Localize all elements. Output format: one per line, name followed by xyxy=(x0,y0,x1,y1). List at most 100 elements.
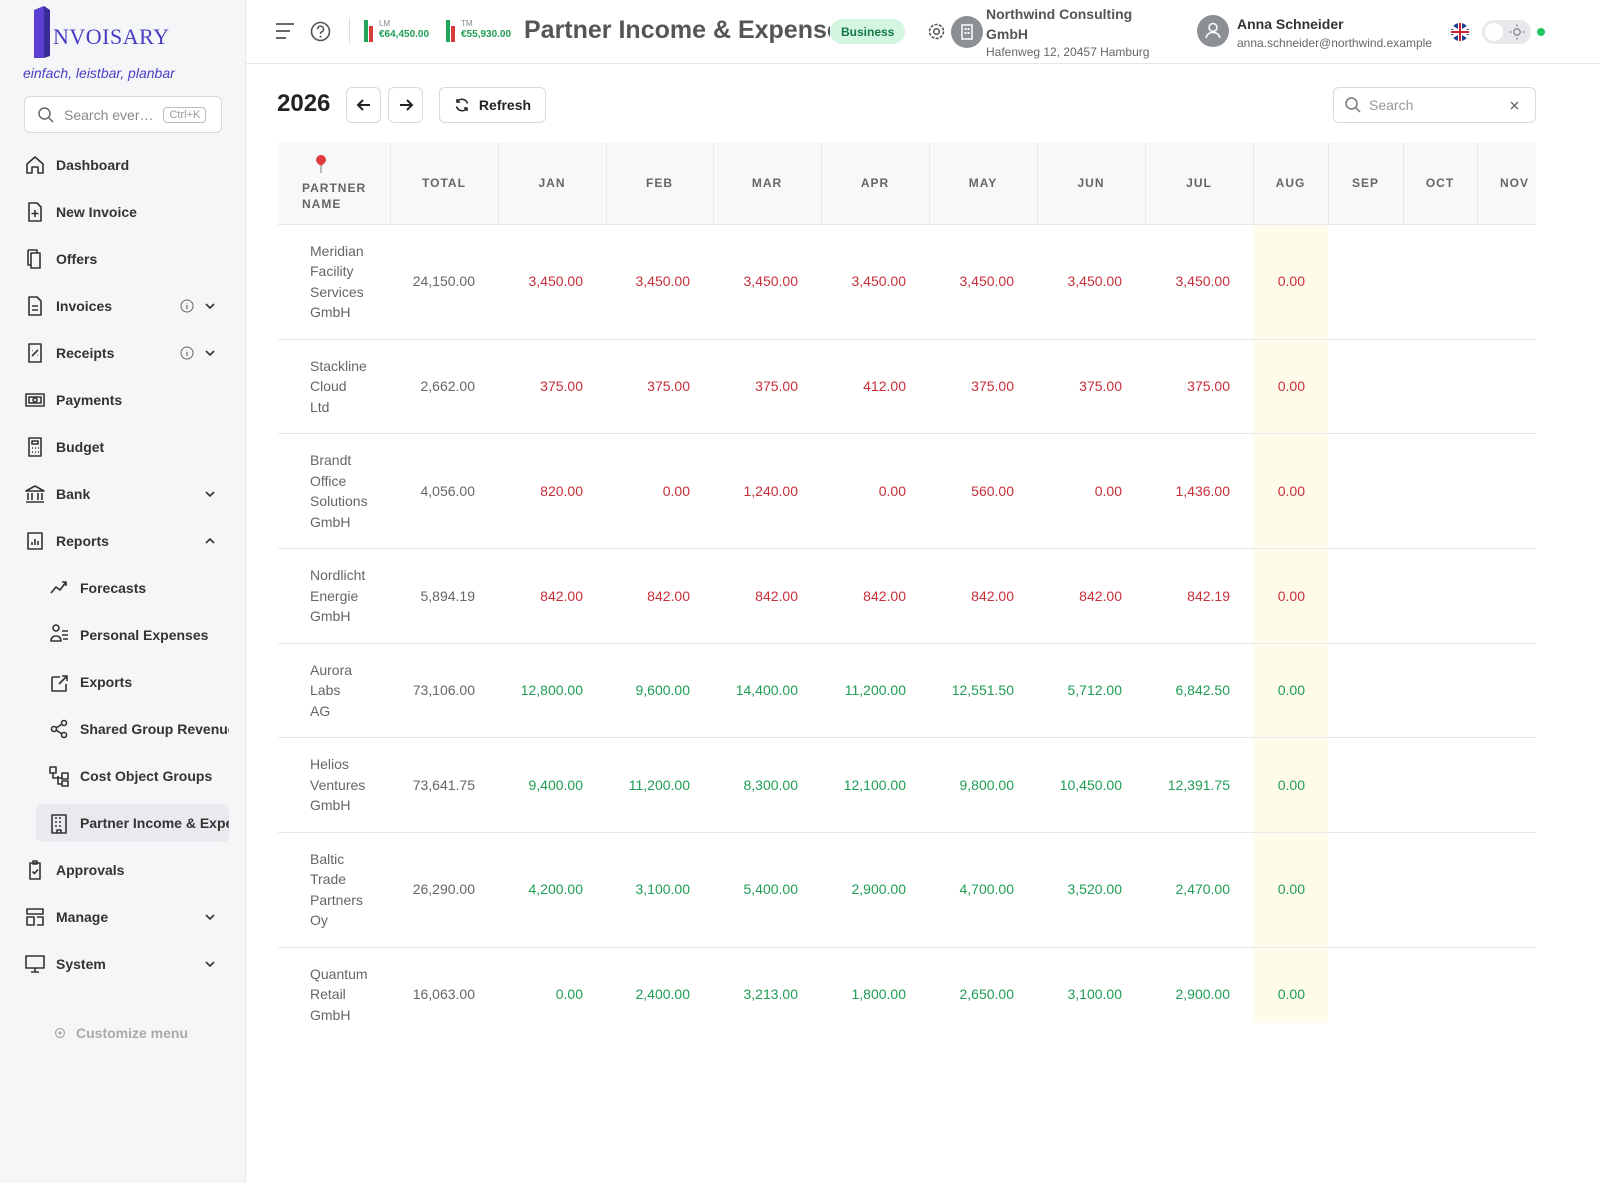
menu-icon xyxy=(25,485,45,503)
menu-label: Offers xyxy=(56,251,98,267)
bar-green xyxy=(364,20,368,42)
column-header[interactable]: MAR xyxy=(713,143,822,225)
month-cell xyxy=(1328,643,1403,738)
month-cell: 0.00 xyxy=(1253,339,1328,434)
menu-item[interactable]: Budget xyxy=(24,428,230,466)
refresh-button[interactable]: Refresh xyxy=(439,87,546,123)
menu-icon xyxy=(25,955,45,973)
table-search[interactable]: Search xyxy=(1333,87,1536,123)
month-cell: 3,450.00 xyxy=(606,224,713,340)
clear-icon[interactable] xyxy=(1510,101,1519,110)
status-dot xyxy=(1537,28,1545,36)
next-year[interactable] xyxy=(388,87,423,123)
menu-icon xyxy=(27,532,43,550)
icon-shape xyxy=(26,156,44,174)
menu-icon xyxy=(50,581,67,594)
table-row: Baltic Trade Partners Oy 26,290.00 4,200.0… xyxy=(278,832,1536,948)
month-cell: 11,200.00 xyxy=(821,643,929,738)
month-cell: 3,450.00 xyxy=(821,224,929,340)
column-header[interactable]: OCT xyxy=(1403,143,1478,225)
partner-table: PARTNER NAME TOTAL JAN FEB MAR APR MAY JUN JUL AU… xyxy=(278,143,1536,1023)
menu-item[interactable]: System xyxy=(24,945,230,983)
language-flag[interactable] xyxy=(1451,23,1469,41)
kpi-value: €64,450.00 xyxy=(379,29,430,40)
partner-name: Helios Ventures GmbH xyxy=(310,756,366,813)
month-cell: 1,240.00 xyxy=(713,433,821,549)
month-cell xyxy=(1328,832,1403,948)
month-cell: 4,200.00 xyxy=(498,832,606,948)
menu-item[interactable]: Offers xyxy=(24,240,230,278)
month-cell: 12,100.00 xyxy=(821,737,929,833)
submenu-item[interactable]: Cost Object Groups xyxy=(36,757,229,795)
month-cell: 3,100.00 xyxy=(606,832,713,948)
month-cell: 375.00 xyxy=(713,339,821,434)
table-row: Nordlicht Energie GmbH 5,894.19 842.00 842.… xyxy=(278,548,1536,644)
submenu-item[interactable]: Personal Expenses xyxy=(36,616,229,654)
menu-item[interactable]: Payments xyxy=(24,381,230,419)
month-cell: 842.00 xyxy=(821,548,929,644)
menu-item[interactable]: Invoices xyxy=(24,287,230,325)
help-icon[interactable] xyxy=(310,21,331,42)
column-header[interactable]: JUL xyxy=(1145,143,1254,225)
menu-item[interactable]: New Invoice xyxy=(24,193,230,231)
table-row: Aurora Labs AG 73,106.00 12,800.00 9,600.00… xyxy=(278,643,1536,738)
column-header[interactable]: PARTNER NAME xyxy=(278,143,391,225)
customize-menu[interactable]: Customize menu xyxy=(54,1025,188,1041)
user-avatar[interactable] xyxy=(1197,15,1229,47)
menu-item[interactable]: Reports xyxy=(24,522,230,560)
submenu-item[interactable]: Exports xyxy=(36,663,229,701)
kpi-label: TM xyxy=(461,19,473,28)
menu-item[interactable]: Approvals xyxy=(24,851,230,889)
chevron-down xyxy=(205,350,215,357)
month-cell xyxy=(1477,832,1536,948)
kpi: TM €55,930.00 xyxy=(445,18,525,44)
icon-shape xyxy=(50,624,68,642)
prev-year[interactable] xyxy=(346,87,381,123)
menu-item[interactable]: Dashboard xyxy=(24,146,230,184)
month-cell: 2,470.00 xyxy=(1145,832,1253,948)
kpi: LM €64,450.00 xyxy=(363,18,443,44)
settings-icon[interactable] xyxy=(927,22,946,41)
column-header[interactable]: SEP xyxy=(1328,143,1404,225)
month-cell: 3,450.00 xyxy=(1145,224,1253,340)
month-cell: 3,450.00 xyxy=(713,224,821,340)
column-header[interactable]: TOTAL xyxy=(390,143,499,225)
partner-cell: Meridian Facility Services GmbH xyxy=(278,224,390,340)
month-cell xyxy=(1403,548,1477,644)
month-cell xyxy=(1403,832,1477,948)
icon-shape xyxy=(25,393,45,407)
column-header[interactable]: FEB xyxy=(606,143,714,225)
submenu-item[interactable]: Shared Group Revenue xyxy=(36,710,229,748)
month-cell: 12,391.75 xyxy=(1145,737,1253,833)
month-cell: 3,450.00 xyxy=(498,224,606,340)
partner-name: Stackline Cloud Ltd xyxy=(310,357,367,415)
column-header[interactable]: AUG xyxy=(1253,143,1329,225)
search-icon xyxy=(38,106,54,123)
menu-icon xyxy=(51,814,67,834)
column-header[interactable]: NOV xyxy=(1477,143,1536,225)
submenu-item[interactable]: Partner Income & Expenses xyxy=(36,804,229,842)
info-circle xyxy=(180,299,194,313)
submenu-item[interactable]: Forecasts xyxy=(36,569,229,607)
menu-toggle[interactable] xyxy=(275,22,295,40)
month-cell: 412.00 xyxy=(821,339,929,434)
menu-label: Budget xyxy=(56,439,105,455)
sidebar-search[interactable]: Search ever… Ctrl+K xyxy=(24,96,222,133)
column-header[interactable]: MAY xyxy=(929,143,1038,225)
month-cell xyxy=(1477,548,1536,644)
menu-item[interactable]: Receipts xyxy=(24,334,230,372)
menu-icon xyxy=(25,393,45,407)
column-header[interactable]: APR xyxy=(821,143,930,225)
menu-label: Manage xyxy=(56,909,109,925)
menu-item[interactable]: Bank xyxy=(24,475,230,513)
theme-toggle[interactable] xyxy=(1482,20,1531,44)
menu-item[interactable]: Manage xyxy=(24,898,230,936)
month-cell: 9,400.00 xyxy=(498,737,606,833)
month-cell: 2,900.00 xyxy=(1175,986,1231,1002)
month-cell: 8,300.00 xyxy=(713,737,821,833)
column-header[interactable]: JUN xyxy=(1037,143,1146,225)
table-row: Meridian Facility Services GmbH 24,150.00… xyxy=(278,224,1536,340)
table-row: Helios Ventures GmbH 73,641.75 9,400.00 11,… xyxy=(278,737,1536,833)
column-header[interactable]: JAN xyxy=(498,143,607,225)
company-avatar xyxy=(951,16,983,48)
